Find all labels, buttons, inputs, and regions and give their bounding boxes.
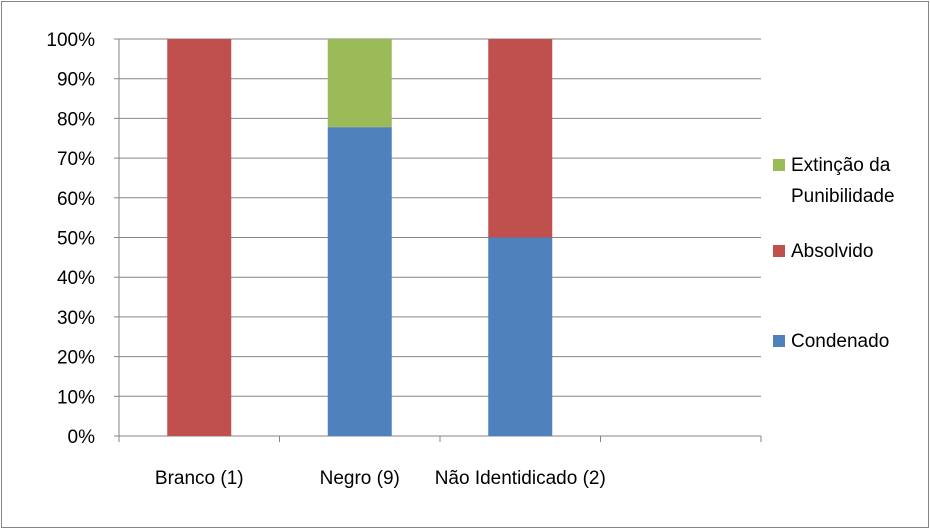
legend-label: Absolvido [791, 241, 873, 262]
bar-absolvido [488, 39, 553, 238]
y-tick-label: 40% [57, 268, 95, 289]
y-tick-label: 100% [46, 30, 95, 51]
y-tick-label: 30% [57, 308, 95, 329]
x-category-label: Não Identidicado (2) [435, 468, 606, 489]
legend-swatch [773, 335, 785, 347]
y-tick-label: 20% [57, 348, 95, 369]
y-tick-label: 70% [57, 149, 95, 170]
legend-swatch [773, 159, 785, 171]
y-tick-label: 90% [57, 70, 95, 91]
x-category-label: Negro (9) [320, 468, 400, 489]
bar-condenado [327, 127, 392, 436]
y-tick-label: 80% [57, 109, 95, 130]
bar-extin-o-da-punibilidade [327, 39, 392, 128]
bar-condenado [488, 237, 553, 436]
y-tick-label: 10% [57, 387, 95, 408]
legend-label: Punibilidade [791, 186, 895, 207]
y-tick-label: 60% [57, 189, 95, 210]
y-tick-label: 50% [57, 229, 95, 250]
legend-label: Condenado [791, 331, 889, 352]
y-tick-label: 0% [68, 427, 96, 448]
legend-label: Extinção da [791, 155, 891, 176]
bar-absolvido [167, 39, 232, 436]
x-category-label: Branco (1) [155, 468, 244, 489]
legend-swatch [773, 245, 785, 257]
